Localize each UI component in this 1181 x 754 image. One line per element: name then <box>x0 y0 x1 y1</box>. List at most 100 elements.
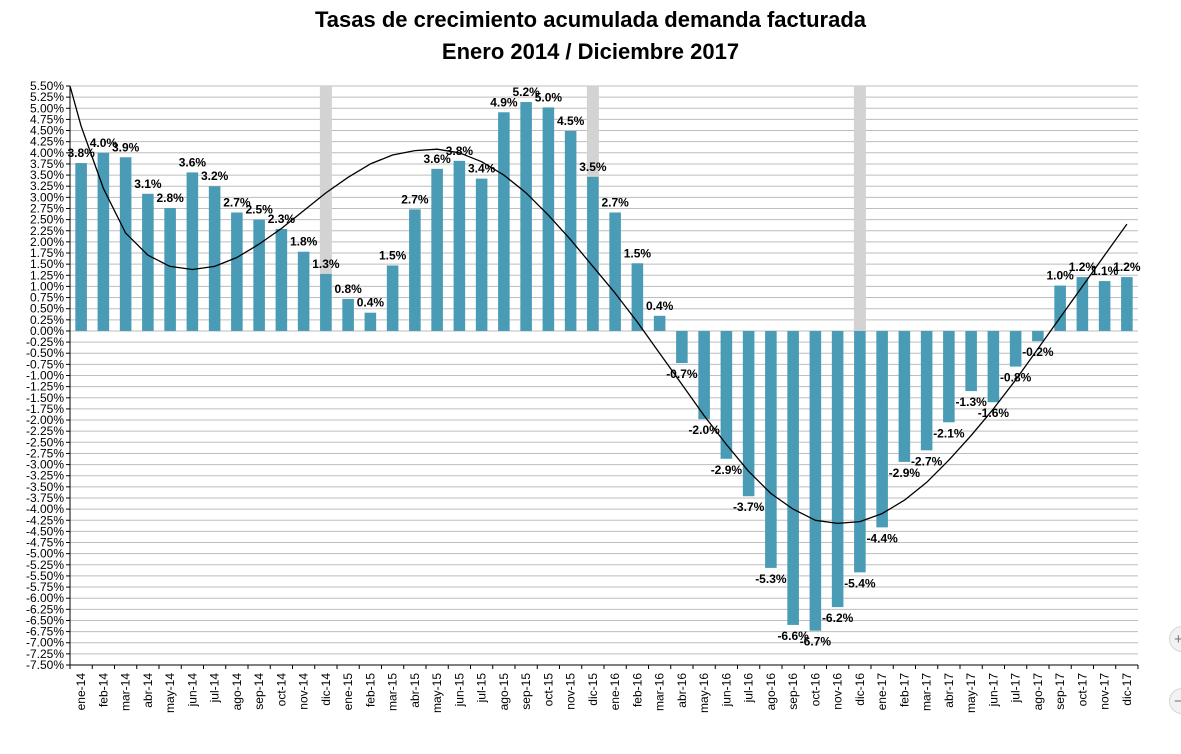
x-tick-label: ago-16 <box>764 673 778 711</box>
y-tick-label: 3.25% <box>30 179 64 193</box>
y-tick-label: 2.50% <box>30 213 64 227</box>
bar-jun-17 <box>987 330 1000 403</box>
bar-oct-17 <box>1076 277 1089 331</box>
x-tick-label: sep-17 <box>1053 673 1067 710</box>
y-tick-label: -7.00% <box>26 636 64 650</box>
bar-sep-15 <box>520 102 532 331</box>
y-tick-label: -0.75% <box>26 357 64 371</box>
chart-subtitle: Enero 2014 / Diciembre 2017 <box>441 39 740 64</box>
y-tick-label: 0.25% <box>30 313 64 327</box>
x-tick-label: jun-15 <box>452 673 466 708</box>
x-tick-label: nov-14 <box>297 673 311 710</box>
bar-abr-16 <box>676 330 688 364</box>
data-label: -2.9% <box>711 463 743 477</box>
x-tick-label: ene-16 <box>608 673 622 711</box>
x-tick-label: feb-16 <box>630 673 644 707</box>
bar-feb-17 <box>898 330 911 462</box>
data-label: 2.5% <box>245 203 273 217</box>
data-label: -0.7% <box>666 367 698 381</box>
data-label: 1.5% <box>624 246 652 260</box>
data-label: -1.3% <box>955 395 987 409</box>
x-tick-label: jul-14 <box>208 673 222 704</box>
x-tick-labels: ene-14 feb-14 mar-14 abr-14 may-14 jun-14 jul-… <box>74 673 1134 713</box>
x-tick-label: jul-17 <box>1009 673 1023 704</box>
y-tick-label: 1.25% <box>30 268 64 282</box>
bar-ago-17 <box>1032 330 1044 342</box>
x-tick-label: oct-15 <box>541 673 555 707</box>
data-label: -6.7% <box>800 635 832 649</box>
data-label: 3.5% <box>579 160 607 174</box>
x-tick-label: jul-15 <box>475 673 489 704</box>
y-tick-label: -2.50% <box>26 435 64 449</box>
data-label: 3.8% <box>446 144 474 158</box>
bar-abr-15 <box>409 209 421 331</box>
gridlines <box>70 85 1138 666</box>
bar-may-14 <box>164 208 176 331</box>
bar-abr-14 <box>142 193 154 331</box>
data-label: 1.0% <box>1046 269 1074 283</box>
y-tick-label: -7.25% <box>26 647 64 661</box>
x-tick-label: mar-17 <box>920 673 934 711</box>
y-tick-label: 3.50% <box>30 168 64 182</box>
bar-sep-16 <box>787 330 799 625</box>
y-tick-label: -1.00% <box>26 369 64 383</box>
x-tick-label: abr-15 <box>408 673 422 708</box>
y-tick-labels: 5.50%5.25%5.00%4.75%4.50%4.25%4.00%3.75%… <box>26 79 64 672</box>
bar-jun-14 <box>186 172 199 331</box>
y-tick-label: -4.25% <box>26 513 64 527</box>
bar-dic-14 <box>320 273 332 331</box>
y-tick-label: -6.00% <box>26 591 64 605</box>
bar-dic-17 <box>1121 277 1133 331</box>
x-tick-label: jun-14 <box>185 673 199 708</box>
bar-mar-14 <box>119 157 132 331</box>
bar-mar-15 <box>386 265 399 331</box>
data-label: 0.4% <box>357 296 385 310</box>
bar-jul-14 <box>208 186 221 331</box>
x-tick-label: oct-17 <box>1075 673 1089 707</box>
x-tick-label: ene-15 <box>341 673 355 711</box>
bar-feb-15 <box>364 312 377 331</box>
data-label: -6.2% <box>822 611 854 625</box>
year-end-band <box>319 86 332 331</box>
trend-line <box>69 85 1128 525</box>
y-tick-label: -3.50% <box>26 480 64 494</box>
x-tick-label: may-17 <box>964 673 978 713</box>
data-label: 1.3% <box>312 257 340 271</box>
x-tick-label: nov-15 <box>564 673 578 710</box>
data-label: 3.9% <box>112 140 140 154</box>
data-label: 3.8% <box>67 146 95 160</box>
x-tick-label: may-16 <box>697 673 711 713</box>
plus-icon: + <box>1174 631 1181 648</box>
data-label: 1.5% <box>379 248 407 262</box>
data-label: -4.4% <box>866 531 898 545</box>
bar-oct-14 <box>275 228 288 331</box>
x-tick-label: sep-16 <box>786 673 800 710</box>
bar-nov-17 <box>1098 281 1111 331</box>
data-label: 2.7% <box>601 195 629 209</box>
y-tick-label: -3.00% <box>26 458 64 472</box>
bar-feb-14 <box>97 152 110 331</box>
x-tick-label: ago-15 <box>497 673 511 711</box>
y-tick-label: -0.25% <box>26 335 64 349</box>
data-label: 1.2% <box>1069 260 1097 274</box>
bar-dic-15 <box>587 176 599 331</box>
y-tick-label: 1.50% <box>30 257 64 271</box>
x-tick-label: nov-17 <box>1098 673 1112 710</box>
y-tick-label: -5.25% <box>26 558 64 572</box>
data-label: -1.6% <box>978 406 1010 420</box>
x-tick-label: abr-17 <box>942 673 956 708</box>
bar-dic-16 <box>854 330 866 573</box>
x-tick-label: feb-17 <box>897 673 911 707</box>
x-tick-label: feb-15 <box>363 673 377 707</box>
bar-ene-17 <box>876 330 888 528</box>
x-tick-label: ago-14 <box>230 673 244 711</box>
y-tick-label: 0.00% <box>30 324 64 338</box>
y-tick-label: -4.00% <box>26 502 64 516</box>
bar-jun-15 <box>453 160 466 331</box>
data-label: 3.2% <box>201 169 229 183</box>
y-tick-label: -6.50% <box>26 613 64 627</box>
data-label: 4.9% <box>490 95 518 109</box>
bar-may-15 <box>431 168 443 331</box>
x-tick-label: may-14 <box>163 673 177 713</box>
